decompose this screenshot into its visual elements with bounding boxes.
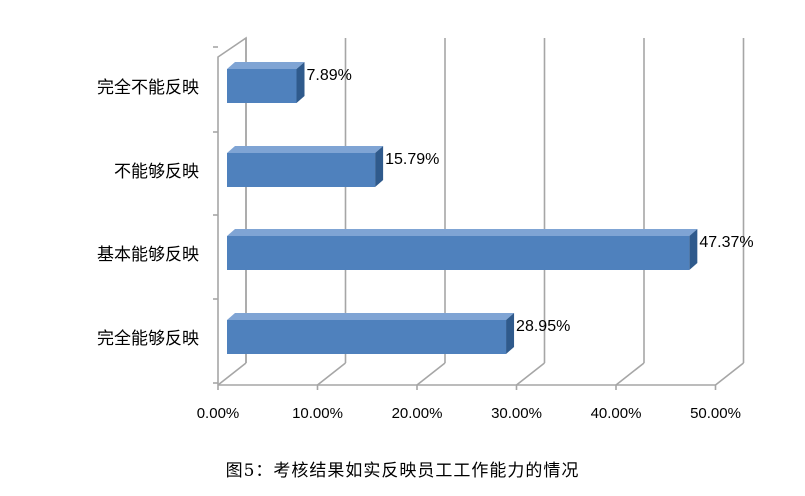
bar: [227, 69, 297, 103]
category-label: 基本能够反映: [97, 245, 199, 265]
bar: [227, 153, 376, 187]
data-label: 7.89%: [307, 67, 352, 84]
data-label: 28.95%: [516, 318, 570, 335]
bar-side: [506, 313, 515, 354]
labels-layer: 0.00% 10.00% 20.00% 30.00% 40.00% 50.00% 7.89%…: [97, 67, 754, 422]
bar-top: [227, 229, 698, 236]
data-label: 15.79%: [385, 151, 439, 168]
floor-gridline: [317, 362, 346, 386]
x-tick-label: 20.00%: [392, 405, 443, 422]
side-wall: [217, 36, 247, 385]
bar-top: [227, 62, 305, 69]
bar: [227, 320, 507, 354]
bar-side: [689, 229, 698, 270]
grid-layer: [213, 36, 745, 390]
bar-side: [296, 62, 305, 103]
x-tick-label: 30.00%: [491, 405, 542, 422]
floor-gridline: [516, 362, 545, 386]
bars-layer: [227, 62, 698, 354]
bar-top: [227, 313, 515, 320]
x-tick-label: 10.00%: [292, 405, 343, 422]
x-tick-label: 50.00%: [690, 405, 741, 422]
data-label: 47.37%: [699, 234, 753, 251]
bar-top: [227, 146, 384, 153]
floor-gridline: [715, 362, 744, 386]
floor-gridline: [416, 362, 446, 386]
floor-gridline: [615, 362, 645, 386]
category-label: 完全能够反映: [97, 329, 199, 349]
x-tick-label: 40.00%: [591, 405, 642, 422]
bar: [227, 236, 690, 270]
category-label: 不能够反映: [114, 162, 199, 182]
category-label: 完全不能反映: [97, 78, 199, 98]
bar-side: [375, 146, 384, 187]
x-tick-label: 0.00%: [197, 405, 240, 422]
floor-gridline: [217, 362, 247, 386]
figure-caption: 图5：考核结果如实反映员工工作能力的情况: [225, 461, 580, 481]
